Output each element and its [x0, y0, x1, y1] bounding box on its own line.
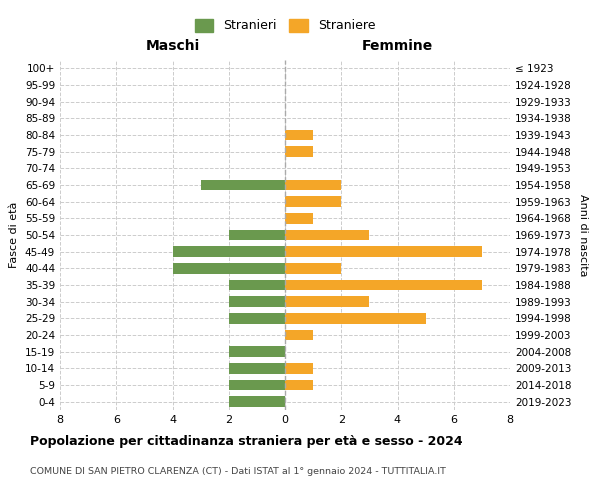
Bar: [285, 180, 341, 190]
Bar: [229, 346, 285, 357]
Bar: [229, 280, 285, 290]
Bar: [285, 196, 341, 207]
Y-axis label: Fasce di età: Fasce di età: [10, 202, 19, 268]
Bar: [173, 263, 285, 274]
Bar: [285, 146, 313, 157]
Text: COMUNE DI SAN PIETRO CLARENZA (CT) - Dati ISTAT al 1° gennaio 2024 - TUTTITALIA.: COMUNE DI SAN PIETRO CLARENZA (CT) - Dat…: [30, 468, 446, 476]
Bar: [229, 380, 285, 390]
Bar: [229, 396, 285, 407]
Text: Popolazione per cittadinanza straniera per età e sesso - 2024: Popolazione per cittadinanza straniera p…: [30, 435, 463, 448]
Bar: [285, 213, 313, 224]
Bar: [229, 296, 285, 307]
Bar: [285, 230, 370, 240]
Bar: [229, 230, 285, 240]
Bar: [285, 363, 313, 374]
Bar: [229, 313, 285, 324]
Bar: [173, 246, 285, 257]
Y-axis label: Anni di nascita: Anni di nascita: [578, 194, 588, 276]
Bar: [285, 380, 313, 390]
Bar: [285, 280, 482, 290]
Bar: [285, 330, 313, 340]
Bar: [200, 180, 285, 190]
Text: Maschi: Maschi: [145, 40, 200, 54]
Bar: [285, 130, 313, 140]
Bar: [229, 363, 285, 374]
Bar: [285, 313, 425, 324]
Text: Femmine: Femmine: [362, 40, 433, 54]
Bar: [285, 263, 341, 274]
Bar: [285, 296, 370, 307]
Bar: [285, 246, 482, 257]
Legend: Stranieri, Straniere: Stranieri, Straniere: [190, 14, 380, 38]
